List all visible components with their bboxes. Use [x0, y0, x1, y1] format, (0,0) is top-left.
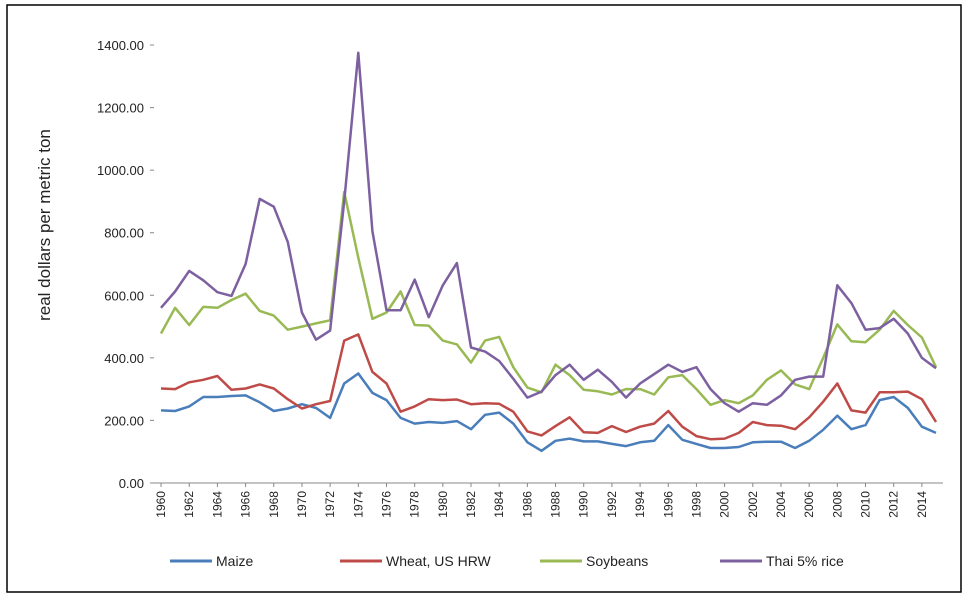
- x-tick-label: 2012: [887, 491, 901, 518]
- x-tick-label: 2000: [718, 491, 732, 518]
- y-tick-label: 1200.00: [97, 101, 144, 116]
- x-tick-label: 2004: [774, 491, 788, 518]
- legend-label: Wheat, US HRW: [386, 553, 492, 569]
- x-tick-label: 1972: [323, 491, 337, 518]
- x-tick-label: 1998: [689, 491, 703, 518]
- x-tick-label: 1992: [605, 491, 619, 518]
- legend-label: Soybeans: [586, 553, 648, 569]
- x-tick-label: 2014: [915, 491, 929, 518]
- x-tick-label: 1990: [577, 491, 591, 518]
- x-tick-label: 1964: [210, 491, 224, 518]
- x-tick-label: 1982: [464, 491, 478, 518]
- y-tick-label: 400.00: [104, 351, 144, 366]
- frame: [6, 4, 962, 593]
- x-tick-label: 1968: [267, 491, 281, 518]
- y-tick-label: 600.00: [104, 288, 144, 303]
- x-tick-label: 1988: [549, 491, 563, 518]
- y-tick-label: 200.00: [104, 413, 144, 428]
- x-tick-label: 1960: [154, 491, 168, 518]
- y-tick-label: 0.00: [119, 476, 144, 491]
- y-tick-label: 800.00: [104, 226, 144, 241]
- x-tick-label: 1986: [520, 491, 534, 518]
- x-tick-label: 2006: [802, 491, 816, 518]
- x-tick-label: 1996: [661, 491, 675, 518]
- x-tick-label: 1984: [492, 491, 506, 518]
- x-tick-label: 2002: [746, 491, 760, 518]
- series-line: [160, 372, 937, 453]
- x-tick-label: 1978: [408, 491, 422, 518]
- x-tick-label: 1974: [351, 491, 365, 518]
- series-line: [160, 333, 938, 441]
- x-tick-label: 1976: [379, 491, 393, 518]
- x-tick-label: 1980: [436, 491, 450, 518]
- x-tick-label: 1994: [633, 491, 647, 518]
- y-tick-label: 1000.00: [97, 163, 144, 178]
- x-tick-label: 2008: [830, 491, 844, 518]
- y-axis-title: real dollars per metric ton: [35, 129, 54, 321]
- legend-label: Maize: [216, 553, 254, 569]
- x-tick-label: 1970: [295, 491, 309, 518]
- x-tick-label: 2010: [859, 491, 873, 518]
- x-tick-label: 1962: [182, 491, 196, 518]
- y-tick-label: 1400.00: [97, 38, 144, 53]
- x-tick-label: 1966: [239, 491, 253, 518]
- series-line: [159, 190, 938, 407]
- series-line: [160, 51, 937, 413]
- legend-label: Thai 5% rice: [766, 553, 844, 569]
